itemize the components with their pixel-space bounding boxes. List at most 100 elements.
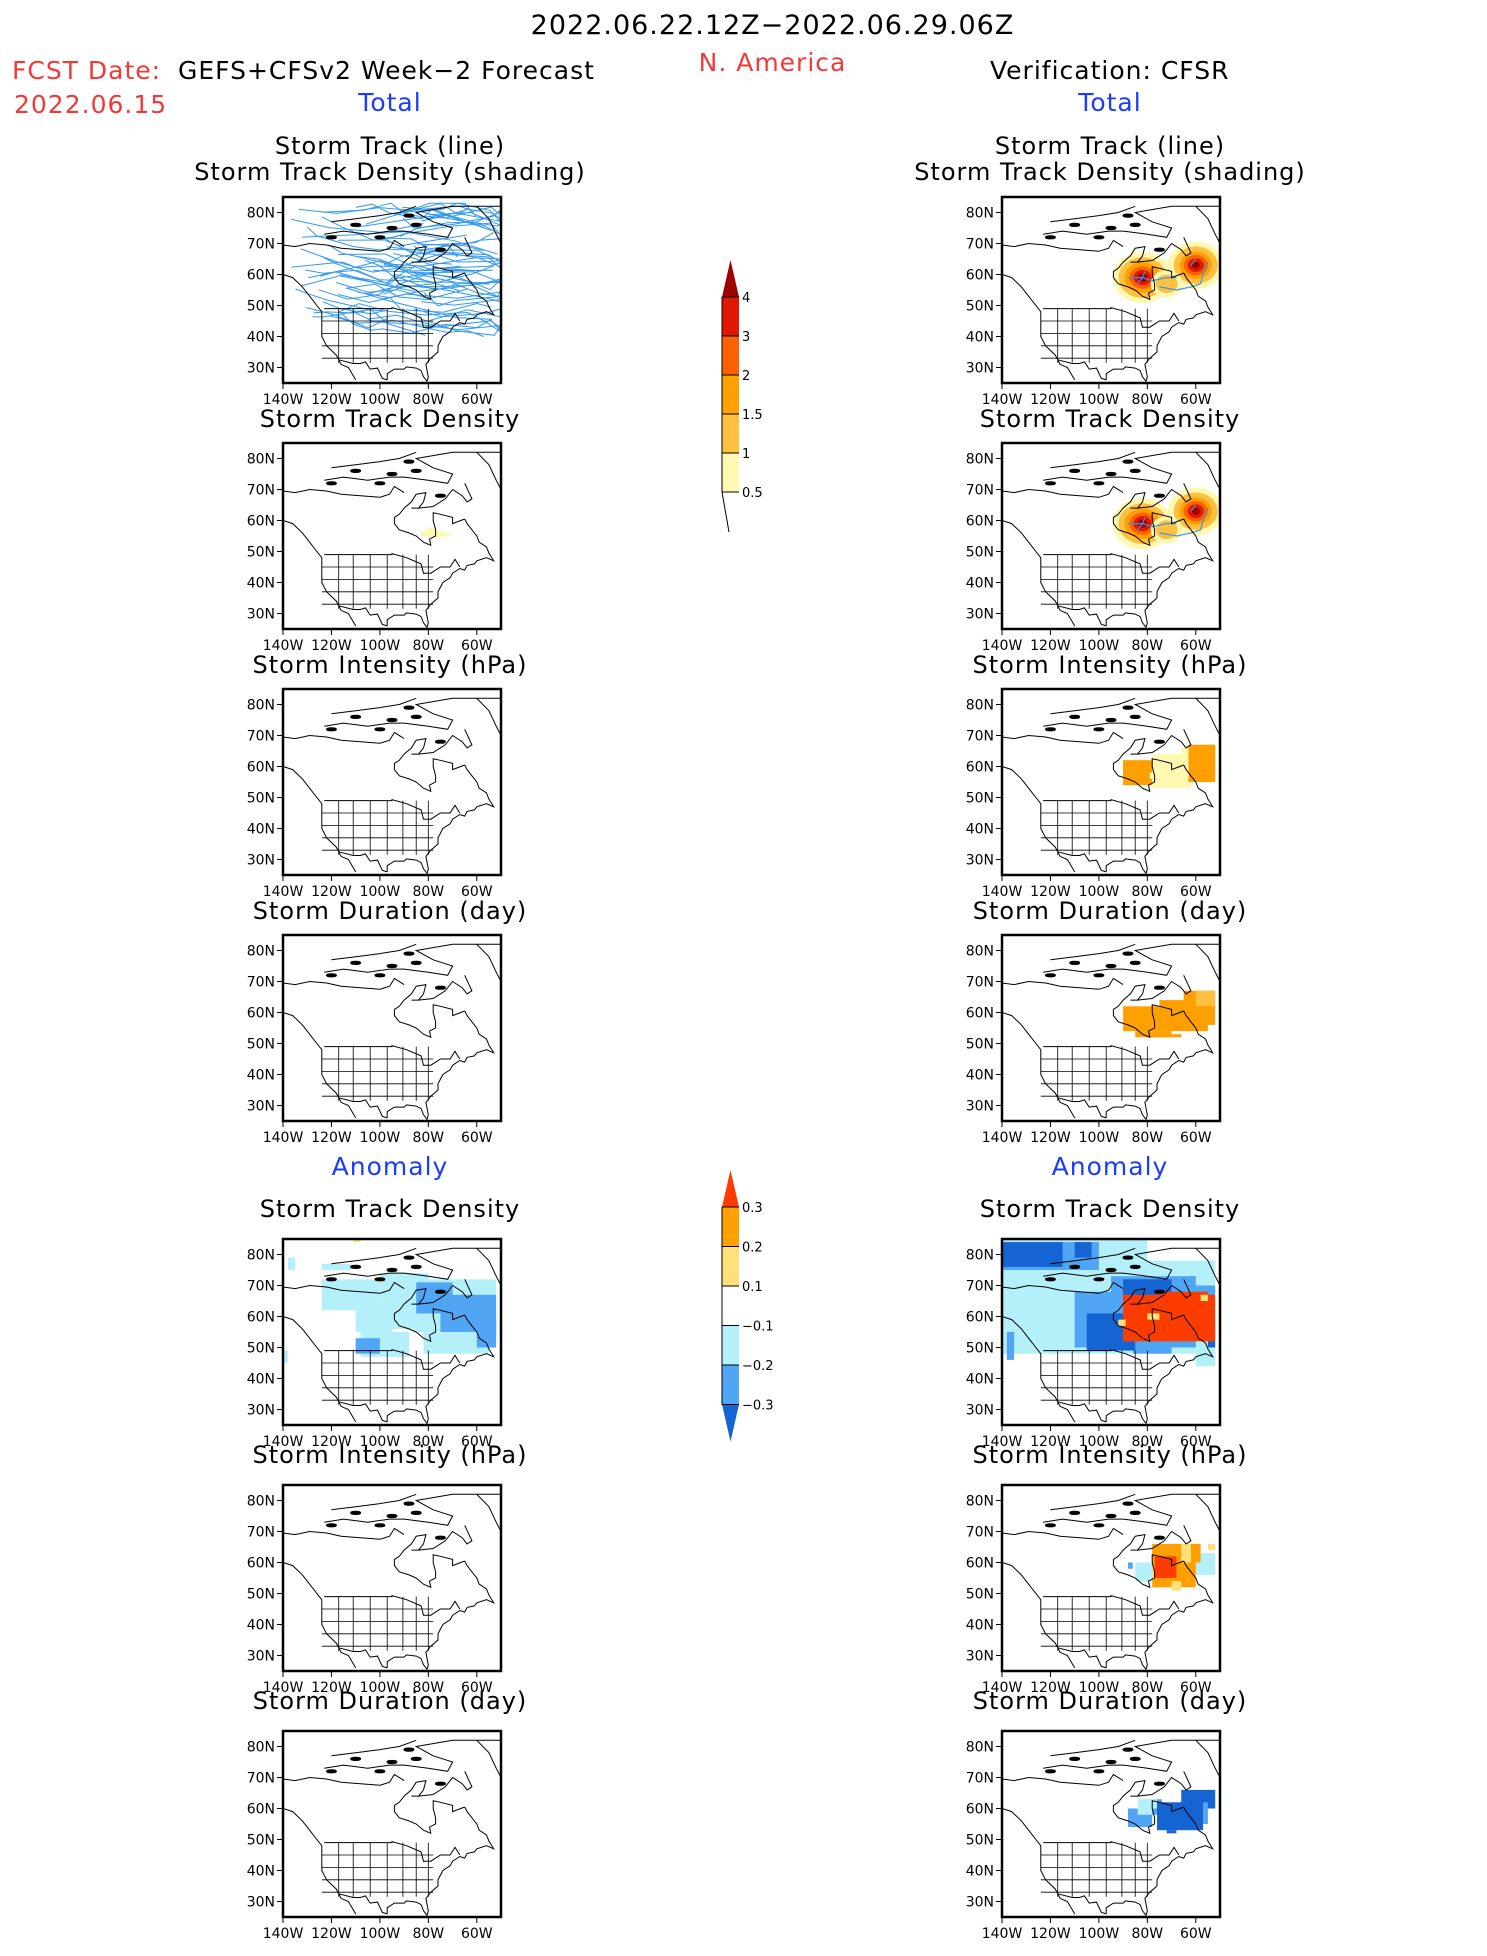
lat-tick-label: 30N xyxy=(966,1099,994,1115)
lat-tick-label: 80N xyxy=(247,452,275,468)
lat-tick-label: 80N xyxy=(247,206,275,222)
forecast-total-heading: Total xyxy=(358,88,422,117)
lat-tick-label: 40N xyxy=(966,576,994,592)
lat-tick-label: 60N xyxy=(247,1310,275,1326)
storm-track-line xyxy=(312,309,385,318)
lon-tick-label: 80W xyxy=(1131,1434,1163,1450)
lat-tick-label: 30N xyxy=(966,607,994,623)
lon-tick-label: 120W xyxy=(311,1130,352,1146)
shading-cell xyxy=(1074,1242,1092,1258)
lon-tick-label: 80W xyxy=(1131,884,1163,900)
storm-track-line xyxy=(384,251,501,267)
coastline-layer xyxy=(1002,1493,1220,1670)
lat-tick-label: 60N xyxy=(966,1310,994,1326)
colorbar-tick-label: 0.1 xyxy=(742,1280,763,1295)
storm-track-line xyxy=(328,315,484,337)
map-frame xyxy=(1000,195,1222,385)
lon-tick-label: 100W xyxy=(1079,1926,1120,1942)
panel-title: Storm Intensity (hPa) xyxy=(972,651,1248,679)
storm-track-line xyxy=(290,218,424,233)
lon-tick-label: 120W xyxy=(1030,1434,1071,1450)
lat-tick-label: 80N xyxy=(247,1248,275,1264)
lon-tick-label: 140W xyxy=(982,392,1023,408)
lon-tick-label: 60W xyxy=(461,884,493,900)
lat-tick-label: 40N xyxy=(247,1618,275,1634)
map-frame xyxy=(281,1483,503,1673)
lon-tick-label: 60W xyxy=(1180,392,1212,408)
lat-tick-label: 60N xyxy=(247,1802,275,1818)
shading-cell xyxy=(1152,1799,1158,1809)
lat-tick-label: 60N xyxy=(247,760,275,776)
storm-track-line xyxy=(318,272,501,300)
forecast-anomaly-heading: Anomaly xyxy=(331,1152,449,1181)
lon-tick-label: 60W xyxy=(461,392,493,408)
map-panel-forecast-anomaly-duration: 80N 70N 60N 50N 40N 30N 140W 120W 100W 80W 60W xyxy=(247,1729,503,1942)
colorbar-tick-label: 1 xyxy=(742,447,750,462)
density-contour xyxy=(1191,261,1200,269)
lon-tick-label: 100W xyxy=(1079,884,1120,900)
lon-tick-label: 140W xyxy=(263,1680,304,1696)
shading-cell xyxy=(1181,1789,1216,1809)
lon-tick-label: 140W xyxy=(982,1434,1023,1450)
storm-track-line xyxy=(300,269,493,287)
map-frame xyxy=(1000,1237,1222,1427)
lat-tick-label: 50N xyxy=(966,1037,994,1053)
lat-tick-label: 60N xyxy=(247,1556,275,1572)
lat-tick-label: 40N xyxy=(966,1618,994,1634)
anomaly-colorbar: 0.3 0.2 0.1 −0.1 −0.2 −0.3 xyxy=(721,1170,774,1442)
lon-tick-label: 100W xyxy=(360,884,401,900)
lon-tick-label: 140W xyxy=(263,884,304,900)
storm-track-line xyxy=(337,291,501,314)
map-panel-forecast-anomaly-track-density: 80N 70N 60N 50N 40N 30N 140W 120W 100W 80W 60W xyxy=(247,1237,503,1450)
map-panel-forecast-total-intensity: 80N 70N 60N 50N 40N 30N 140W 120W 100W 80W 60W xyxy=(247,687,503,900)
panel-title: Storm Track Density (shading) xyxy=(194,158,586,186)
lat-tick-label: 60N xyxy=(247,268,275,284)
map-frame xyxy=(281,1237,503,1427)
coastline-layer xyxy=(1002,451,1220,628)
lon-tick-label: 100W xyxy=(360,1434,401,1450)
lon-tick-label: 140W xyxy=(982,1926,1023,1942)
lon-tick-label: 100W xyxy=(360,1926,401,1942)
verification-label: Verification: CFSR xyxy=(990,56,1230,85)
lat-tick-label: 50N xyxy=(966,791,994,807)
lat-tick-label: 40N xyxy=(247,1864,275,1880)
lon-tick-label: 120W xyxy=(311,1926,352,1942)
map-panel-verification-anomaly-intensity: 80N 70N 60N 50N 40N 30N 140W 120W 100W 80W 60W xyxy=(966,1483,1222,1696)
map-frame xyxy=(1000,441,1222,631)
shading-layer xyxy=(1123,744,1216,789)
coastline-layer xyxy=(283,697,501,874)
shading-cell xyxy=(1123,760,1150,786)
shading-layer xyxy=(1127,1789,1216,1834)
panel-title: Storm Intensity (hPa) xyxy=(252,651,528,679)
lon-tick-label: 60W xyxy=(461,1680,493,1696)
lon-tick-label: 140W xyxy=(982,1680,1023,1696)
lat-tick-label: 30N xyxy=(247,1403,275,1419)
map-panel-verification-total-duration: 80N 70N 60N 50N 40N 30N 140W 120W 100W 80W 60W xyxy=(966,933,1222,1146)
colorbar-segment xyxy=(722,1286,739,1326)
lat-tick-label: 30N xyxy=(966,361,994,377)
lat-tick-label: 80N xyxy=(966,698,994,714)
storm-track-line xyxy=(1159,261,1209,291)
lat-tick-label: 60N xyxy=(247,514,275,530)
panel-title: Storm Track Density xyxy=(259,1195,521,1223)
lat-tick-label: 70N xyxy=(247,975,275,991)
lon-tick-label: 60W xyxy=(1180,1434,1212,1450)
shading-cell xyxy=(321,1263,351,1270)
colorbar-tick-label: 0.2 xyxy=(742,1241,763,1256)
lon-tick-label: 140W xyxy=(263,392,304,408)
panel-title: Storm Track Density xyxy=(979,405,1241,433)
colorbar-max-arrow xyxy=(722,1170,739,1207)
lat-tick-label: 40N xyxy=(247,576,275,592)
storm-track-line xyxy=(406,250,501,263)
map-frame xyxy=(281,195,503,385)
colorbar-segment xyxy=(722,1365,739,1405)
lat-tick-label: 80N xyxy=(247,1740,275,1756)
storm-track-line xyxy=(428,211,501,235)
lat-tick-label: 50N xyxy=(247,299,275,315)
panel-title: Storm Duration (day) xyxy=(252,1687,528,1715)
lat-tick-label: 60N xyxy=(966,760,994,776)
density-contour xyxy=(421,526,453,538)
lon-tick-label: 80W xyxy=(1131,1130,1163,1146)
shading-cell xyxy=(1118,1319,1126,1326)
lat-tick-label: 60N xyxy=(247,1006,275,1022)
